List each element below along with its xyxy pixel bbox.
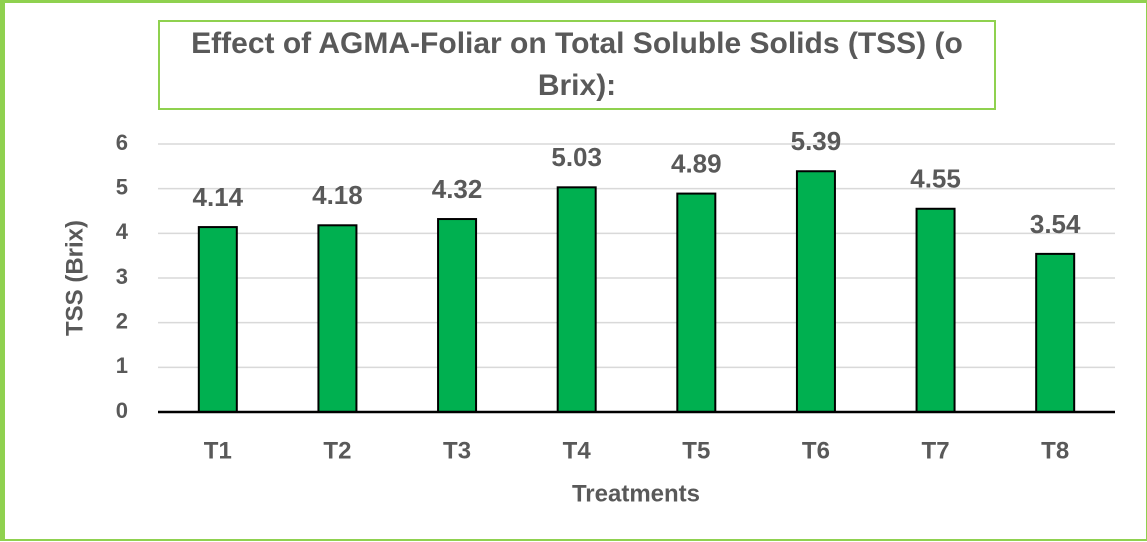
x-tick-label: T4 — [563, 437, 592, 464]
bar — [437, 218, 478, 413]
y-tick-label: 3 — [116, 264, 128, 289]
data-label: 5.39 — [791, 126, 842, 156]
x-tick-label: T5 — [682, 437, 710, 464]
x-tick-label: T7 — [922, 437, 950, 464]
y-tick-label: 2 — [116, 308, 128, 333]
y-tick-label: 1 — [116, 353, 128, 378]
data-label: 4.32 — [432, 174, 483, 204]
bar — [915, 207, 956, 413]
x-tick-label: T3 — [443, 437, 471, 464]
y-tick-label: 5 — [116, 174, 128, 199]
bar — [197, 226, 238, 413]
bar — [317, 224, 358, 413]
bar — [556, 186, 597, 413]
y-tick-label: 4 — [116, 219, 129, 244]
x-tick-label: T1 — [204, 437, 232, 464]
data-label: 4.14 — [193, 182, 244, 212]
y-tick-label: 6 — [116, 130, 128, 155]
y-tick-label: 0 — [116, 398, 128, 423]
y-axis-title: TSS (Brix) — [61, 220, 88, 336]
data-label: 4.55 — [910, 164, 961, 194]
x-tick-label: T2 — [323, 437, 351, 464]
data-label: 4.18 — [312, 180, 363, 210]
bar — [676, 192, 717, 413]
data-label: 4.89 — [671, 148, 722, 178]
x-tick-label: T8 — [1041, 437, 1069, 464]
data-label: 5.03 — [551, 142, 602, 172]
bar — [795, 170, 836, 413]
chart-title: Effect of AGMA-Foliar on Total Soluble S… — [158, 20, 996, 110]
bar — [1035, 252, 1076, 413]
x-axis-title: Treatments — [572, 480, 700, 507]
data-label: 3.54 — [1030, 209, 1081, 239]
x-tick-label: T6 — [802, 437, 830, 464]
